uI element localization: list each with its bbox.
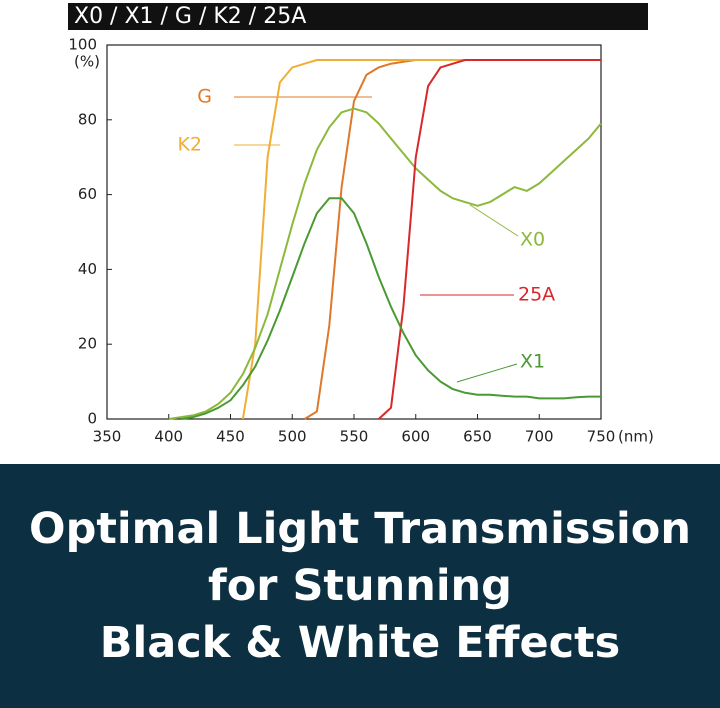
leader-line [456,363,518,383]
leader-line [469,204,519,237]
series-label: 25A [518,284,555,306]
y-tick-label: 0 [87,410,97,428]
series-line [180,197,601,420]
series-label: X1 [520,351,545,373]
y-tick-label: 20 [78,335,97,353]
x-tick-label: 500 [278,428,307,446]
series-line [168,107,602,420]
x-tick-label: 750 [587,428,616,446]
x-tick-label: 700 [525,428,554,446]
chart: X0 / X1 / G / K2 / 25A 0 20 40 60 80 100(%) 35… [68,3,654,446]
y-tick-label: 80 [78,110,97,128]
banner: Optimal Light Transmission for Stunning Bl… [0,464,720,708]
series-label: X0 [520,229,545,251]
x-tick-label: 550 [340,428,369,446]
series-line [378,59,601,420]
banner-line: Black & White Effects [99,617,621,668]
title-bar [68,3,648,30]
x-tick-label: 600 [401,428,430,446]
x-tick-label: 350 [93,428,122,446]
banner-line: Optimal Light Transmission [29,503,691,554]
series-line [304,59,601,420]
series-line [241,59,601,420]
x-tick-label: 400 [154,428,183,446]
y-tick-label: 60 [78,185,97,203]
y-tick-label: 40 [78,260,97,278]
banner-line: for Stunning [208,560,512,611]
x-tick-label: 650 [463,428,492,446]
x-axis-label: (nm) [618,428,654,446]
series-label: K2 [177,134,202,156]
y-tick-label: 100 [68,36,97,54]
chart-title: X0 / X1 / G / K2 / 25A [74,4,306,29]
x-tick-label: 450 [216,428,245,446]
y-axis-label: (%) [74,53,100,71]
series-label: G [197,86,212,108]
